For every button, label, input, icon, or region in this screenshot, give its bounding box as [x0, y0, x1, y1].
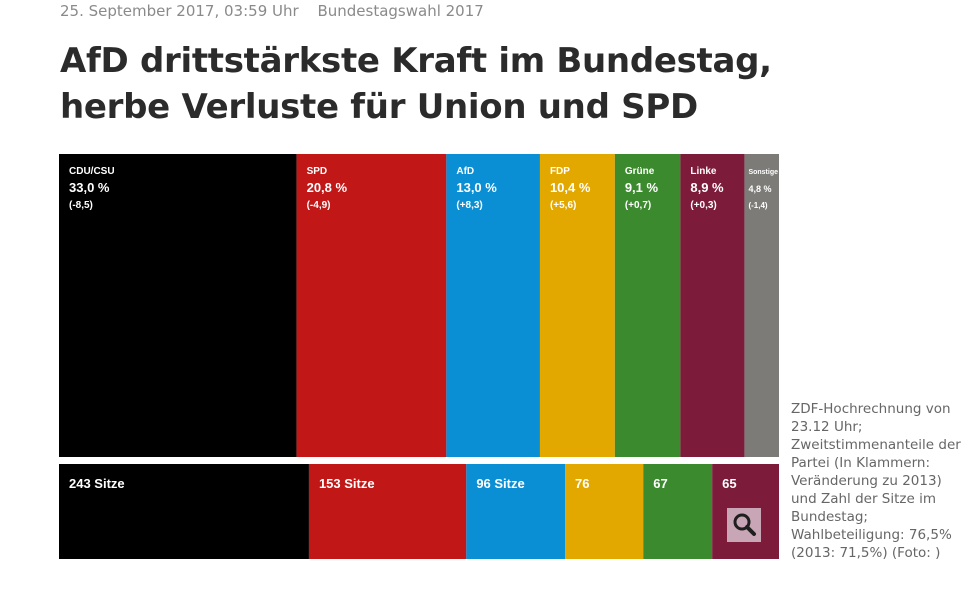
seat-label-fdp: 76 — [575, 476, 589, 491]
article-meta: 25. September 2017, 03:59 Uhr Bundestags… — [60, 2, 484, 20]
vote-share-label-cdu-csu: 33,0 % — [69, 180, 110, 195]
seat-label-gruene: 67 — [653, 476, 667, 491]
change-label-spd: (-4,9) — [307, 200, 331, 211]
vote-bar-cdu-csu — [59, 154, 297, 457]
change-label-fdp: (+5,6) — [550, 200, 576, 211]
vote-share-label-spd: 20,8 % — [307, 180, 348, 195]
change-label-sonstige: (-1,4) — [748, 201, 767, 210]
magnifier-icon — [733, 513, 756, 536]
vote-share-label-gruene: 9,1 % — [625, 180, 659, 195]
vote-bar-spd — [296, 154, 447, 457]
headline-line-1: AfD drittstärkste Kraft im Bundestag, — [60, 41, 772, 81]
vote-bar-afd — [446, 154, 540, 457]
change-label-gruene: (+0,7) — [625, 200, 651, 211]
zoom-button[interactable] — [727, 508, 761, 542]
seat-label-afd: 96 Sitze — [476, 476, 524, 491]
seat-bar-cdu-csu — [59, 464, 309, 559]
vote-share-label-sonstige: 4,8 % — [748, 184, 771, 194]
vote-bar-fdp — [539, 154, 615, 457]
party-label-gruene: Grüne — [625, 166, 655, 177]
party-label-sonstige: Sonstige — [748, 169, 778, 176]
seat-bar-spd — [308, 464, 467, 559]
party-label-afd: AfD — [456, 166, 474, 177]
seat-label-spd: 153 Sitze — [319, 476, 375, 491]
timestamp: 25. September 2017, 03:59 Uhr — [60, 2, 299, 20]
vote-bar-sonstige — [744, 154, 779, 457]
vote-bar-linke — [680, 154, 745, 457]
vote-share-label-fdp: 10,4 % — [550, 180, 591, 195]
seat-bar-afd — [466, 464, 566, 559]
vote-bar-gruene — [614, 154, 681, 457]
party-label-spd: SPD — [307, 166, 328, 177]
vote-share-label-afd: 13,0 % — [456, 180, 497, 195]
change-label-afd: (+8,3) — [456, 200, 482, 211]
party-label-cdu-csu: CDU/CSU — [69, 166, 115, 177]
seat-bar-gruene — [643, 464, 713, 559]
headline-line-2: herbe Verluste für Union und SPD — [60, 87, 698, 127]
change-label-cdu-csu: (-8,5) — [69, 200, 93, 211]
seat-bar-fdp — [565, 464, 644, 559]
party-label-fdp: FDP — [550, 166, 570, 177]
topic-link[interactable]: Bundestagswahl 2017 — [317, 2, 484, 20]
page-title: AfD drittstärkste Kraft im Bundestag, he… — [60, 38, 820, 130]
party-label-linke: Linke — [690, 166, 717, 177]
seat-label-linke: 65 — [722, 476, 736, 491]
seat-label-cdu-csu: 243 Sitze — [69, 476, 125, 491]
change-label-linke: (+0,3) — [690, 200, 716, 211]
chart-caption: ZDF-Hochrechnung von 23.12 Uhr; Zweitsti… — [791, 401, 961, 561]
vote-share-label-linke: 8,9 % — [690, 180, 724, 195]
